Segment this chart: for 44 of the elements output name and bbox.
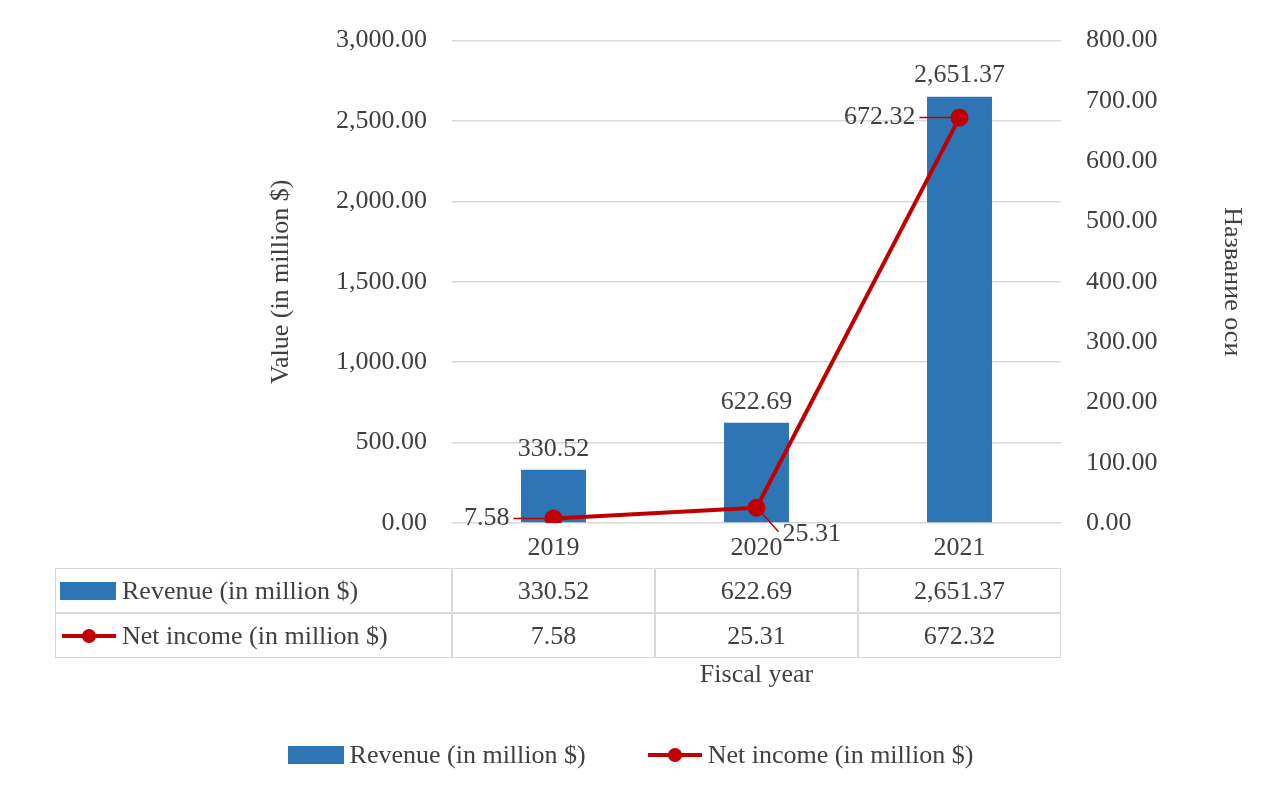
bar	[927, 96, 992, 523]
y2-tick-label: 200.00	[1086, 386, 1158, 416]
x-tick-label: 2021	[933, 532, 986, 562]
data-label: 2,651.37	[858, 568, 1061, 613]
data-label: 25.31	[655, 613, 858, 658]
legend-label: Net income (in million $)	[122, 620, 388, 651]
data-label: 672.32	[858, 613, 1061, 658]
text: 622.69	[720, 385, 793, 415]
data-label: 330.52	[452, 568, 655, 613]
data-label: 622.69	[655, 568, 858, 613]
y-tick-label: 0.00	[381, 506, 427, 536]
point	[950, 108, 969, 127]
y2-tick-label: 500.00	[1086, 205, 1158, 235]
y-tick-label: 2,500.00	[336, 104, 427, 134]
point	[544, 509, 563, 523]
x-axis-title: Fiscal year	[699, 659, 814, 689]
y2-tick-label: 600.00	[1086, 145, 1158, 175]
text: 2,651.37	[914, 59, 1005, 89]
y2-tick-label: 700.00	[1086, 84, 1158, 114]
bar	[521, 469, 586, 523]
y-tick-label: 3,000.00	[336, 24, 427, 54]
y2-axis-title: Название оси	[1218, 207, 1248, 357]
y2-tick-label: 100.00	[1086, 446, 1158, 476]
text: Revenue (in million $)	[349, 740, 586, 769]
bar	[724, 422, 789, 523]
y2-tick-label: 400.00	[1086, 265, 1158, 295]
text: 25.31	[782, 517, 841, 547]
text: Net income (in million $)	[707, 740, 974, 769]
data-label: 7.58	[452, 613, 655, 658]
text: 330.52	[517, 432, 590, 462]
text: 7.58	[464, 502, 510, 532]
y2-tick-label: 300.00	[1086, 325, 1158, 355]
y-axis-title: Value (in million $)	[265, 179, 295, 384]
y-tick-label: 500.00	[355, 426, 427, 456]
y-tick-label: 1,000.00	[336, 346, 427, 376]
y-tick-label: 2,000.00	[336, 185, 427, 215]
x-tick-label: 2019	[527, 532, 580, 562]
y2-tick-label: 0.00	[1086, 506, 1132, 536]
legend-label: Revenue (in million $)	[122, 575, 359, 606]
x-tick-label: 2020	[730, 532, 783, 562]
y2-tick-label: 800.00	[1086, 24, 1158, 54]
text: 672.32	[844, 101, 916, 131]
y-tick-label: 1,500.00	[336, 265, 427, 295]
point	[747, 498, 766, 517]
